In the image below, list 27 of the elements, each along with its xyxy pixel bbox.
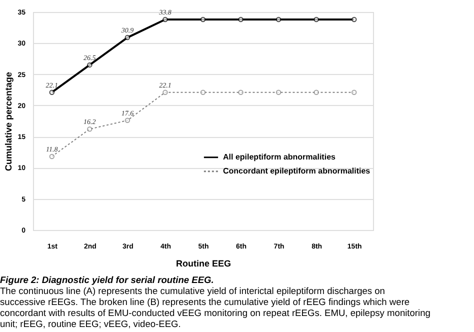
text: The continuous line (A) represents the cumulative yield of interictal epileptiform discharges on xyxy=(0,286,385,296)
point xyxy=(276,16,282,22)
point xyxy=(314,16,319,22)
point xyxy=(49,90,55,95)
point xyxy=(238,90,244,95)
point xyxy=(124,118,130,123)
point xyxy=(200,16,206,22)
legend-label: All epileptiform abnormalities xyxy=(223,152,336,162)
point xyxy=(238,16,244,22)
point xyxy=(124,34,130,40)
caption: Figure 2: Diagnostic yield for serial routine EEG. xyxy=(0,275,214,285)
text: successive rEEGs. The broken line (B) represents the cumulative yield of rEEG findings which were xyxy=(0,297,410,307)
legend-label: Concordant epileptiform abnormalities xyxy=(223,166,371,176)
point xyxy=(87,126,92,132)
x-axis-title: Routine EEG xyxy=(176,258,232,268)
point xyxy=(351,16,357,22)
point xyxy=(162,90,168,95)
y-axis-title: Cumulative percentage xyxy=(4,72,14,172)
text: unit; rEEG, routine EEG; vEEG, video-EEG. xyxy=(0,319,181,329)
point xyxy=(49,154,55,160)
point xyxy=(162,16,168,22)
point xyxy=(351,90,357,95)
point xyxy=(200,90,206,95)
point xyxy=(87,62,92,68)
point xyxy=(276,90,282,95)
text: concordant with results of EMU-conducted vEEG monitoring on repeat rEEGs. EMU, epilepsy monitoring xyxy=(0,308,430,318)
point xyxy=(314,90,319,95)
